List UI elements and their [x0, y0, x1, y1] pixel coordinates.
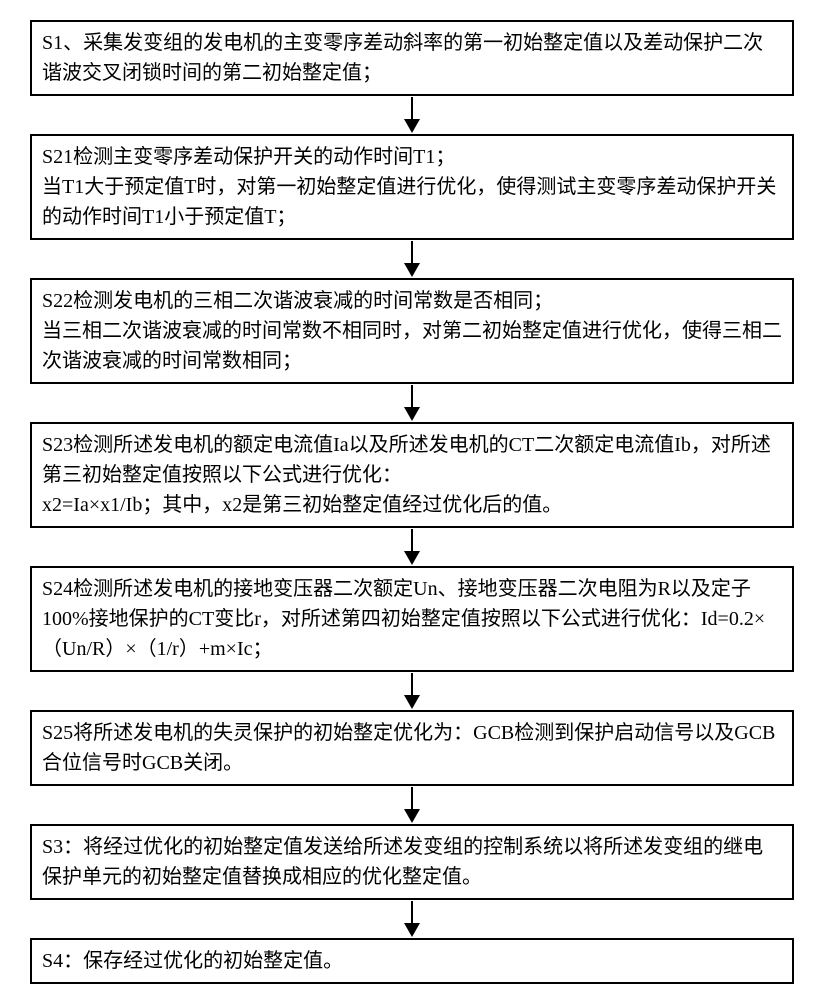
arrow-line-icon	[411, 901, 413, 923]
arrow-head-icon	[404, 263, 420, 277]
step-s21: S21检测主变零序差动保护开关的动作时间T1；当T1大于预定值T时，对第一初始整…	[30, 134, 794, 240]
arrow-head-icon	[404, 923, 420, 937]
flowchart-container: S1、采集发变组的发电机的主变零序差动斜率的第一初始整定值以及差动保护二次谐波交…	[30, 20, 794, 984]
step-s3-text: S3：将经过优化的初始整定值发送给所述发变组的控制系统以将所述发变组的继电保护单…	[42, 836, 763, 888]
arrow-7	[404, 900, 420, 938]
arrow-4	[404, 528, 420, 566]
arrow-head-icon	[404, 119, 420, 133]
arrow-head-icon	[404, 551, 420, 565]
arrow-3	[404, 384, 420, 422]
arrow-6	[404, 786, 420, 824]
arrow-line-icon	[411, 385, 413, 407]
step-s23-text: S23检测所述发电机的额定电流值Ia以及所述发电机的CT二次额定电流值Ib，对所…	[42, 434, 771, 516]
arrow-line-icon	[411, 241, 413, 263]
step-s4: S4：保存经过优化的初始整定值。	[30, 938, 794, 984]
arrow-line-icon	[411, 673, 413, 695]
step-s1: S1、采集发变组的发电机的主变零序差动斜率的第一初始整定值以及差动保护二次谐波交…	[30, 20, 794, 96]
arrow-line-icon	[411, 529, 413, 551]
step-s23: S23检测所述发电机的额定电流值Ia以及所述发电机的CT二次额定电流值Ib，对所…	[30, 422, 794, 528]
step-s22: S22检测发电机的三相二次谐波衰减的时间常数是否相同；当三相二次谐波衰减的时间常…	[30, 278, 794, 384]
step-s25: S25将所述发电机的失灵保护的初始整定优化为：GCB检测到保护启动信号以及GCB…	[30, 710, 794, 786]
step-s24-text: S24检测所述发电机的接地变压器二次额定Un、接地变压器二次电阻为R以及定子10…	[42, 578, 765, 660]
step-s21-text: S21检测主变零序差动保护开关的动作时间T1；当T1大于预定值T时，对第一初始整…	[42, 146, 776, 228]
arrow-1	[404, 96, 420, 134]
arrow-line-icon	[411, 97, 413, 119]
step-s25-text: S25将所述发电机的失灵保护的初始整定优化为：GCB检测到保护启动信号以及GCB…	[42, 722, 775, 774]
step-s24: S24检测所述发电机的接地变压器二次额定Un、接地变压器二次电阻为R以及定子10…	[30, 566, 794, 672]
arrow-head-icon	[404, 407, 420, 421]
step-s22-text: S22检测发电机的三相二次谐波衰减的时间常数是否相同；当三相二次谐波衰减的时间常…	[42, 290, 782, 372]
arrow-head-icon	[404, 695, 420, 709]
arrow-2	[404, 240, 420, 278]
step-s4-text: S4：保存经过优化的初始整定值。	[42, 950, 343, 972]
step-s3: S3：将经过优化的初始整定值发送给所述发变组的控制系统以将所述发变组的继电保护单…	[30, 824, 794, 900]
arrow-line-icon	[411, 787, 413, 809]
arrow-head-icon	[404, 809, 420, 823]
step-s1-text: S1、采集发变组的发电机的主变零序差动斜率的第一初始整定值以及差动保护二次谐波交…	[42, 32, 763, 84]
arrow-5	[404, 672, 420, 710]
